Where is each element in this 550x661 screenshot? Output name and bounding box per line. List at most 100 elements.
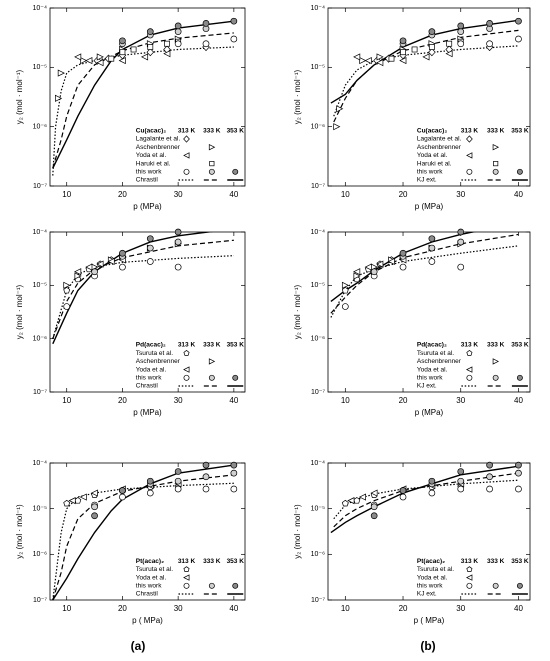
marker — [399, 37, 407, 45]
marker — [91, 512, 98, 520]
marker — [63, 281, 71, 289]
y-tick-label: 10⁻⁵ — [33, 506, 47, 513]
x-tick-label: 40 — [514, 604, 523, 613]
legend-label: Chrastil — [136, 383, 159, 390]
marker — [174, 238, 182, 246]
marker — [119, 49, 126, 56]
marker — [232, 582, 239, 589]
marker — [174, 468, 182, 475]
marker — [107, 257, 115, 266]
marker — [457, 485, 465, 493]
marker — [96, 260, 104, 268]
marker — [183, 135, 190, 143]
marker — [457, 22, 465, 30]
marker — [428, 477, 436, 485]
legend-label: Tsuruta et al. — [136, 350, 173, 357]
marker — [358, 493, 366, 501]
y-tick-label: 10⁻⁷ — [33, 597, 47, 604]
marker — [183, 582, 190, 589]
legend-label: this work — [417, 169, 443, 176]
marker — [516, 374, 523, 381]
marker — [515, 469, 522, 477]
marker — [370, 489, 378, 497]
y-axis-label: y₂ (mol · mol⁻¹) — [293, 284, 302, 339]
y-tick-label: 10⁻⁴ — [33, 460, 48, 467]
legend-label: Tsuruta et al. — [136, 566, 173, 573]
marker — [146, 477, 154, 485]
marker — [428, 258, 436, 265]
marker — [230, 35, 238, 43]
marker — [364, 57, 372, 65]
y-tick-label: 10⁻⁴ — [311, 5, 326, 12]
marker — [376, 59, 384, 67]
x-axis-label: p ( MPa) — [414, 616, 445, 625]
marker — [90, 489, 98, 497]
marker — [146, 235, 154, 243]
marker — [516, 168, 523, 175]
y-tick-label: 10⁻⁵ — [33, 282, 47, 289]
marker — [466, 135, 473, 143]
legend-label: Aschenbrenner — [417, 144, 462, 151]
plot-frame — [327, 7, 531, 187]
model-curve — [330, 232, 477, 302]
legend-label: this work — [136, 169, 162, 176]
model-curve — [52, 464, 234, 600]
y-tick-label: 10⁻⁷ — [33, 389, 47, 396]
marker — [79, 493, 87, 501]
legend-compound: Pd(acac)₂ — [417, 342, 447, 349]
marker — [370, 512, 378, 520]
legend-compound: Cu(acac)₂ — [136, 128, 166, 135]
marker — [208, 144, 216, 151]
y-tick-label: 10⁻⁶ — [33, 336, 47, 343]
marker — [428, 28, 436, 35]
marker — [96, 59, 104, 67]
x-tick-label: 10 — [62, 190, 71, 199]
y-tick-label: 10⁻⁷ — [33, 183, 47, 190]
legend-label: Yoda et al. — [136, 574, 167, 581]
x-tick-label: 20 — [118, 396, 127, 405]
x-tick-label: 20 — [118, 190, 127, 199]
marker — [347, 497, 355, 505]
panel-label: (a) — [131, 639, 146, 653]
marker — [119, 249, 126, 257]
marker — [466, 566, 473, 572]
marker — [373, 56, 381, 65]
x-tick-label: 40 — [229, 190, 238, 199]
marker — [119, 493, 126, 501]
x-tick-label: 40 — [514, 190, 523, 199]
marker — [492, 168, 499, 175]
legend-column: 333 K — [487, 128, 505, 135]
marker — [232, 374, 239, 381]
marker — [202, 485, 210, 493]
x-tick-label: 20 — [399, 396, 408, 405]
legend-column: 333 K — [487, 342, 505, 349]
marker — [63, 499, 71, 507]
marker — [486, 473, 493, 481]
legend-column: 313 K — [461, 128, 479, 135]
marker — [457, 40, 465, 48]
legend-label: this work — [136, 583, 162, 590]
marker — [202, 473, 210, 481]
marker — [493, 161, 499, 167]
marker — [466, 374, 473, 381]
marker — [399, 493, 407, 501]
model-curve — [52, 255, 234, 339]
legend-column: 333 K — [203, 128, 221, 135]
marker — [183, 566, 190, 572]
legend-label: KJ ext. — [417, 383, 437, 390]
marker — [164, 40, 170, 47]
marker — [230, 17, 238, 25]
legend-label: Yoda et al. — [417, 366, 448, 373]
legend-label: Yoda et al. — [136, 152, 167, 159]
marker — [492, 144, 500, 151]
x-tick-label: 40 — [514, 396, 523, 405]
legend-column: 313 K — [178, 342, 196, 349]
marker — [208, 168, 215, 175]
legend-column: 353 K — [511, 342, 529, 349]
marker — [174, 28, 182, 35]
legend-label: Yoda et al. — [417, 152, 448, 159]
legend-column: 353 K — [227, 128, 245, 135]
marker — [353, 272, 361, 280]
legend-label: KJ ext. — [417, 177, 437, 184]
marker — [140, 53, 149, 61]
